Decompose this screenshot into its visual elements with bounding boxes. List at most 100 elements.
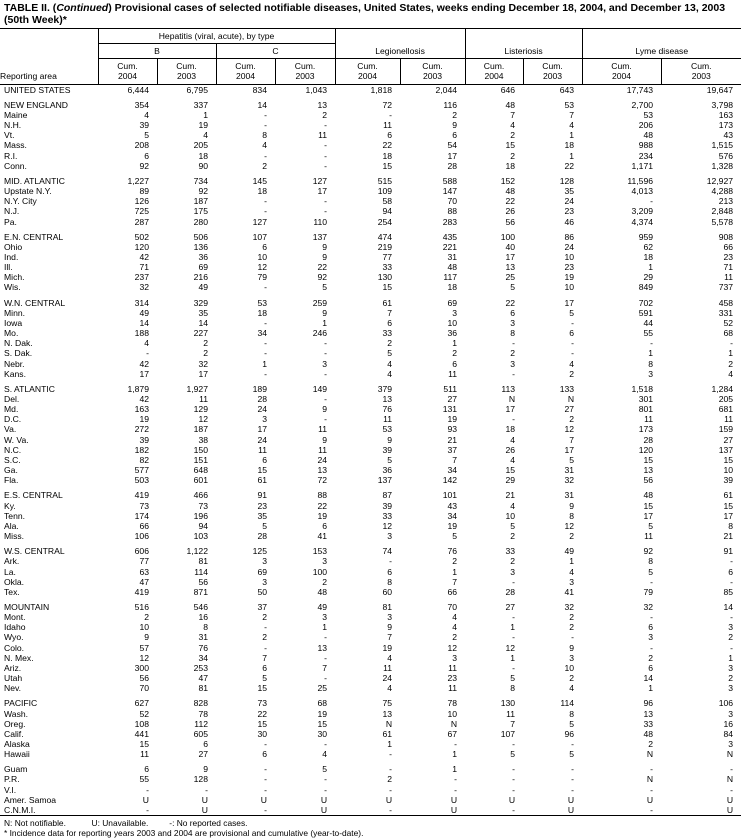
row-label: Kans. bbox=[4, 368, 26, 379]
table-row: Iowa 14 14 - 1 6 10 3 - 44 52 bbox=[0, 318, 741, 328]
table-row: N.C. 182 150 11 11 39 37 26 17 120 137 bbox=[0, 445, 741, 455]
row-label: Wash. bbox=[4, 708, 29, 719]
cell-value: 511 bbox=[443, 383, 458, 394]
table-title: TABLE II. (Continued) Provisional cases … bbox=[4, 2, 726, 26]
cell-value: 15 bbox=[505, 140, 516, 151]
cell-value: - bbox=[650, 764, 654, 775]
cell-value: 1 bbox=[452, 338, 458, 349]
row-label: NEW ENGLAND bbox=[4, 99, 68, 110]
cell-value: 42 bbox=[139, 394, 149, 404]
cell-value: 3 bbox=[728, 683, 734, 694]
cell-value: 33 bbox=[505, 546, 516, 557]
cell-value: 61 bbox=[723, 490, 734, 501]
table-row: UNITED STATES 6,444 6,795 834 1,043 1,818 2,04… bbox=[0, 84, 741, 95]
cell-value: 91 bbox=[723, 546, 734, 557]
cell-value: 29 bbox=[505, 475, 516, 486]
cell-value: 1 bbox=[452, 764, 458, 775]
cell-value: 137 bbox=[312, 231, 328, 242]
cell-value: 10 bbox=[447, 708, 458, 719]
cell-value: 1,227 bbox=[127, 175, 149, 186]
cell-value: 12 bbox=[139, 652, 149, 663]
cell-value: 9 bbox=[387, 622, 393, 633]
cell-value: 49 bbox=[564, 546, 575, 557]
cell-value: 13 bbox=[382, 708, 393, 719]
cell-value: 107 bbox=[500, 728, 516, 739]
cell-value: 68 bbox=[723, 328, 734, 339]
cell-value: 1,818 bbox=[370, 84, 393, 95]
cell-value: 17 bbox=[564, 444, 575, 455]
cell-value: 5 bbox=[648, 520, 654, 531]
cell-value: 29 bbox=[643, 272, 654, 283]
cell-value: U bbox=[661, 804, 741, 817]
cell-value: 648 bbox=[193, 465, 208, 476]
cell-value: 28 bbox=[643, 434, 654, 445]
cell-value: 33 bbox=[643, 718, 654, 729]
cell-value: 76 bbox=[198, 642, 208, 653]
cell-value: 23 bbox=[564, 262, 575, 273]
cell-value: - bbox=[324, 632, 328, 643]
cell-value: - bbox=[512, 784, 516, 795]
cell-value: 11 bbox=[644, 531, 654, 542]
row-label: Miss. bbox=[4, 531, 25, 542]
cell-value: 5 bbox=[387, 454, 393, 465]
cell-value: 153 bbox=[312, 546, 328, 557]
cell-value: - bbox=[571, 317, 575, 328]
cell-value: 147 bbox=[442, 186, 458, 197]
cell-value: 206 bbox=[638, 120, 654, 131]
cell-value: U bbox=[157, 804, 216, 817]
cell-value: 120 bbox=[638, 444, 654, 455]
cell-value: 14 bbox=[257, 99, 267, 110]
table-row: Ala. 66 94 5 6 12 19 5 12 5 8 bbox=[0, 521, 741, 531]
cell-value: 3 bbox=[322, 612, 328, 623]
cell-value: 85 bbox=[723, 586, 734, 597]
header-col-2: Cum. 2004 bbox=[215, 58, 275, 85]
cell-value: 3 bbox=[452, 307, 458, 318]
table-row: Wis. 32 49 - 5 15 18 5 10 849 737 bbox=[0, 282, 741, 292]
cell-value: 5 bbox=[569, 718, 575, 729]
cell-value: 301 bbox=[638, 394, 654, 404]
row-label: W. Va. bbox=[4, 434, 29, 445]
cell-value: 21 bbox=[447, 434, 458, 445]
row-label: Ind. bbox=[4, 251, 19, 262]
row-label: Del. bbox=[4, 394, 20, 404]
cell-value: 55 bbox=[643, 328, 654, 339]
cell-value: 7 bbox=[510, 718, 516, 729]
cell-value: 24 bbox=[317, 454, 328, 465]
row-label: Ky. bbox=[4, 500, 16, 511]
cell-value: 27 bbox=[505, 601, 516, 612]
cell-value: 76 bbox=[447, 546, 458, 557]
cell-value: 152 bbox=[500, 175, 516, 186]
cell-value: 15 bbox=[723, 454, 734, 465]
cell-value: 1 bbox=[510, 622, 516, 633]
cell-value: 92 bbox=[198, 186, 208, 197]
cell-value: 7 bbox=[387, 632, 393, 643]
cell-value: 1 bbox=[510, 652, 516, 663]
header-col-8: Cum. 2004 bbox=[581, 58, 662, 85]
cell-value: 466 bbox=[193, 490, 208, 501]
row-label: Mich. bbox=[4, 272, 25, 283]
table-row: N. Dak. 4 2 - - 2 1 - - - - bbox=[0, 338, 741, 348]
cell-value: - bbox=[264, 317, 267, 328]
cell-value: - bbox=[324, 414, 328, 425]
cell-value: 52 bbox=[139, 708, 149, 719]
cell-value: 8 bbox=[510, 683, 516, 694]
cell-value: 11 bbox=[318, 444, 328, 455]
cell-value: - bbox=[512, 632, 516, 643]
cell-value: 10 bbox=[447, 317, 458, 328]
cell-value: 14 bbox=[643, 673, 654, 684]
cell-value: 4 bbox=[569, 566, 575, 577]
cell-value: - bbox=[730, 576, 734, 587]
cell-value: 37 bbox=[447, 444, 458, 455]
cell-value: 86 bbox=[564, 231, 575, 242]
row-label: Tenn. bbox=[4, 510, 26, 521]
table-row: La. 63 114 69 100 6 1 3 4 5 6 bbox=[0, 567, 741, 577]
cell-value: 70 bbox=[139, 683, 149, 694]
cell-value: 681 bbox=[718, 404, 734, 415]
cell-value: 24 bbox=[257, 404, 267, 415]
cell-value: 2 bbox=[262, 160, 267, 171]
cell-value: 300 bbox=[134, 662, 149, 673]
cell-value: 8 bbox=[728, 520, 734, 531]
cell-value: 73 bbox=[139, 500, 149, 511]
cell-value: 10 bbox=[257, 251, 267, 262]
cell-value: 3 bbox=[387, 531, 393, 542]
